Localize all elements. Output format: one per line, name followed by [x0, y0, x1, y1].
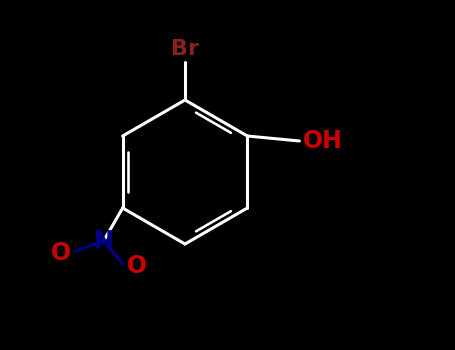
Text: N: N	[94, 229, 113, 253]
Text: Br: Br	[171, 39, 199, 59]
Text: O: O	[51, 241, 71, 265]
Text: OH: OH	[303, 129, 343, 153]
Text: O: O	[127, 254, 147, 278]
